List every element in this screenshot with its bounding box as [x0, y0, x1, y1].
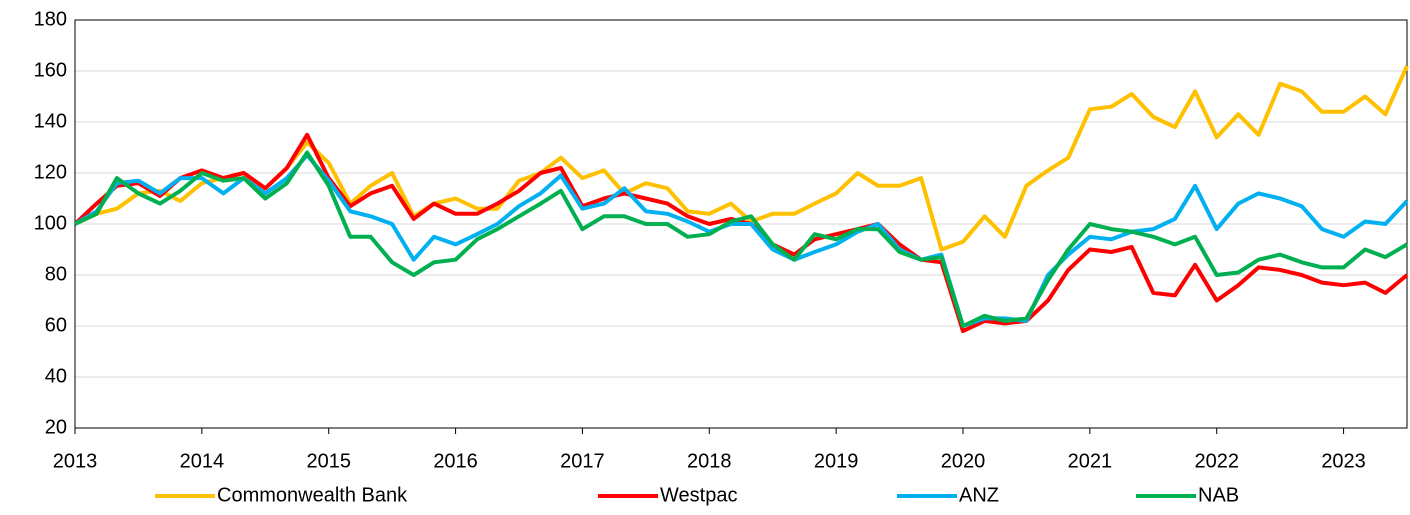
y-tick-label: 80 [45, 263, 67, 285]
x-tick-label: 2020 [941, 450, 986, 472]
x-tick-label: 2019 [814, 450, 859, 472]
y-tick-label: 100 [34, 212, 67, 234]
x-tick-label: 2017 [560, 450, 605, 472]
x-tick-label: 2013 [53, 450, 98, 472]
legend-label: Westpac [660, 484, 737, 506]
y-tick-label: 40 [45, 365, 67, 387]
legend-label: ANZ [959, 484, 999, 506]
y-tick-label: 120 [34, 161, 67, 183]
x-tick-label: 2023 [1321, 450, 1366, 472]
x-tick-label: 2014 [180, 450, 225, 472]
x-tick-label: 2015 [306, 450, 351, 472]
y-tick-label: 160 [34, 59, 67, 81]
x-tick-label: 2022 [1194, 450, 1239, 472]
y-tick-label: 180 [34, 8, 67, 30]
series-line [73, 132, 1409, 334]
y-tick-label: 140 [34, 110, 67, 132]
y-tick-label: 60 [45, 314, 67, 336]
x-tick-label: 2016 [433, 450, 478, 472]
y-tick-label: 20 [45, 416, 67, 438]
x-tick-label: 2018 [687, 450, 732, 472]
legend-label: Commonwealth Bank [217, 484, 408, 506]
x-tick-label: 2021 [1068, 450, 1113, 472]
legend-label: NAB [1198, 484, 1239, 506]
series-line [74, 150, 1409, 328]
